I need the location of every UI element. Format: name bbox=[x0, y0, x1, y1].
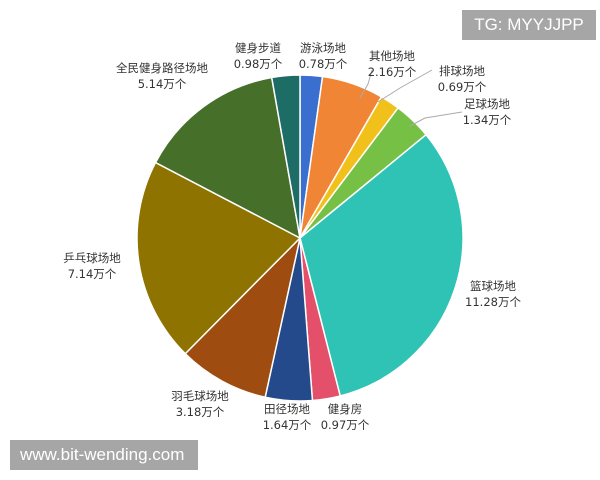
slice-label-value: 1.34万个 bbox=[463, 113, 512, 127]
slice-label-value: 0.78万个 bbox=[299, 57, 348, 71]
slice-label-value: 0.69万个 bbox=[438, 80, 487, 94]
slice-label-value: 5.14万个 bbox=[138, 77, 187, 91]
slice-label-name: 其他场地 bbox=[369, 49, 415, 63]
slice-label-name: 健身房 bbox=[328, 402, 363, 416]
watermark-bottom-left: www.bit-wending.com bbox=[10, 440, 198, 470]
slice-label-name: 全民健身路径场地 bbox=[116, 61, 208, 75]
slice-label-value: 0.98万个 bbox=[234, 57, 283, 71]
slice-label-name: 羽毛球场地 bbox=[171, 389, 229, 403]
leader-line bbox=[377, 69, 433, 103]
slice-label-name: 健身步道 bbox=[235, 41, 281, 55]
pie-slice-11 bbox=[270, 74, 301, 239]
watermark-top-right: TG: MYYJJPP bbox=[462, 10, 596, 40]
slice-label-name: 足球场地 bbox=[464, 97, 510, 111]
leader-line bbox=[359, 69, 373, 99]
slice-label-value: 0.97万个 bbox=[321, 418, 370, 432]
pie-slice-8 bbox=[184, 235, 302, 399]
slice-label-value: 3.18万个 bbox=[176, 405, 225, 419]
slice-label-value: 7.14万个 bbox=[68, 267, 117, 281]
leader-line bbox=[409, 111, 463, 127]
slice-label-value: 2.16万个 bbox=[368, 65, 417, 79]
pie-slice-9 bbox=[136, 161, 302, 355]
slice-label-name: 游泳场地 bbox=[300, 41, 346, 55]
slice-label-name: 田径场地 bbox=[264, 402, 310, 416]
pie-slice-10 bbox=[154, 76, 302, 240]
pie-slice-5 bbox=[299, 133, 464, 397]
slice-label-name: 篮球场地 bbox=[470, 279, 516, 293]
slice-label-name: 乒乓球场地 bbox=[63, 251, 121, 265]
slice-label-name: 排球场地 bbox=[439, 64, 485, 78]
slice-label-value: 11.28万个 bbox=[465, 295, 521, 309]
slice-label-value: 1.64万个 bbox=[263, 418, 312, 432]
